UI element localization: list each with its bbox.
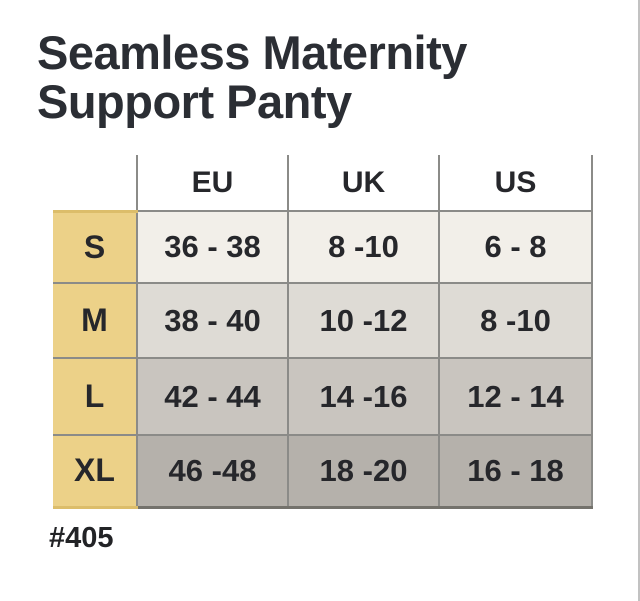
cell-l-us: 12 - 14 [438,357,593,436]
table-row-m: M 38 - 40 10 -12 8 -10 [53,282,593,359]
size-label-xl: XL [53,434,138,509]
cell-m-eu: 38 - 40 [136,282,289,359]
style-number: #405 [49,522,114,554]
column-header-uk: UK [287,155,440,212]
column-header-us: US [438,155,593,212]
size-label-s: S [53,209,138,284]
cell-m-us: 8 -10 [438,282,593,359]
size-chart-table: EU UK US S 36 - 38 8 -10 6 - 8 M 38 - 40… [53,155,593,509]
cell-s-uk: 8 -10 [287,210,440,284]
column-header-eu: EU [136,155,289,212]
corner-cell [53,155,138,211]
table-row-l: L 42 - 44 14 -16 12 - 14 [53,357,593,436]
cell-xl-eu: 46 -48 [136,434,289,509]
cell-l-eu: 42 - 44 [136,357,289,436]
header-row: EU UK US [53,155,593,212]
cell-s-eu: 36 - 38 [136,210,289,284]
cell-m-uk: 10 -12 [287,282,440,359]
page-title-line-2: Support Panty [37,75,352,128]
table-row-s: S 36 - 38 8 -10 6 - 8 [53,209,593,284]
image-right-edge-line [638,0,640,601]
page-title-line-1: Seamless Maternity [37,26,467,79]
table-row-xl: XL 46 -48 18 -20 16 - 18 [53,434,593,509]
size-label-l: L [53,357,138,436]
size-label-m: M [53,282,138,359]
cell-l-uk: 14 -16 [287,357,440,436]
cell-s-us: 6 - 8 [438,210,593,284]
cell-xl-us: 16 - 18 [438,434,593,509]
cell-xl-uk: 18 -20 [287,434,440,509]
page-title: Seamless Maternity Support Panty [37,28,597,126]
